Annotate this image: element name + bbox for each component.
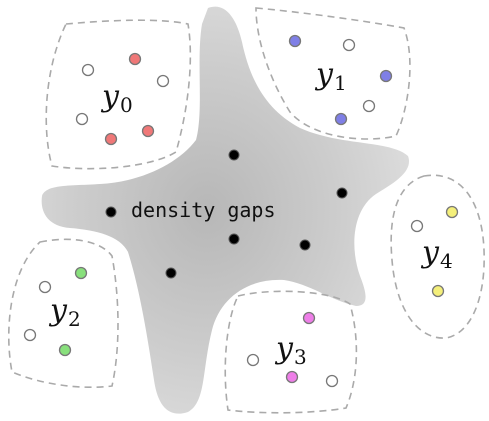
labeled-point — [379, 69, 393, 83]
cluster-boundary — [8, 238, 119, 389]
labeled-point — [104, 132, 118, 146]
labeled-point — [431, 284, 445, 298]
cluster-boundary — [45, 19, 192, 170]
cluster-y0: y0 — [45, 19, 192, 170]
unlabeled-point — [156, 74, 170, 88]
unlabeled-point — [81, 63, 95, 77]
unlabeled-point — [342, 38, 356, 52]
unlabeled-point — [362, 99, 376, 113]
density-gap-region — [41, 6, 410, 414]
cluster-y3: y3 — [224, 290, 358, 414]
labeled-point — [74, 266, 88, 280]
labeled-point — [445, 205, 459, 219]
cluster-boundary — [224, 290, 358, 414]
gap-point — [336, 187, 348, 199]
unlabeled-point — [38, 280, 52, 294]
labeled-point — [128, 52, 142, 66]
unlabeled-point — [75, 112, 89, 126]
unlabeled-point — [410, 219, 424, 233]
unlabeled-point — [325, 374, 339, 388]
cluster-boundary — [390, 174, 485, 339]
gap-points — [105, 149, 348, 279]
labeled-point — [141, 124, 155, 138]
cluster-y4: y4 — [390, 174, 485, 339]
cluster-y1: y1 — [255, 7, 411, 140]
gap-point — [299, 239, 311, 251]
density-gaps-label: density gaps — [131, 198, 276, 222]
cluster-label: y0 — [100, 79, 133, 117]
labeled-point — [334, 112, 348, 126]
gap-point — [105, 206, 117, 218]
labeled-point — [285, 370, 299, 384]
gap-point — [228, 149, 240, 161]
unlabeled-point — [246, 353, 260, 367]
cluster-label: y3 — [274, 331, 307, 369]
cluster-label: y1 — [314, 57, 347, 95]
unlabeled-point — [23, 328, 37, 342]
cluster-label: y4 — [420, 235, 453, 273]
cluster-y2: y2 — [8, 238, 119, 389]
labeled-point — [58, 343, 72, 357]
cluster-label: y2 — [48, 293, 81, 331]
labeled-point — [302, 311, 316, 325]
labeled-point — [288, 34, 302, 48]
gap-point — [165, 267, 177, 279]
gap-point — [228, 233, 240, 245]
